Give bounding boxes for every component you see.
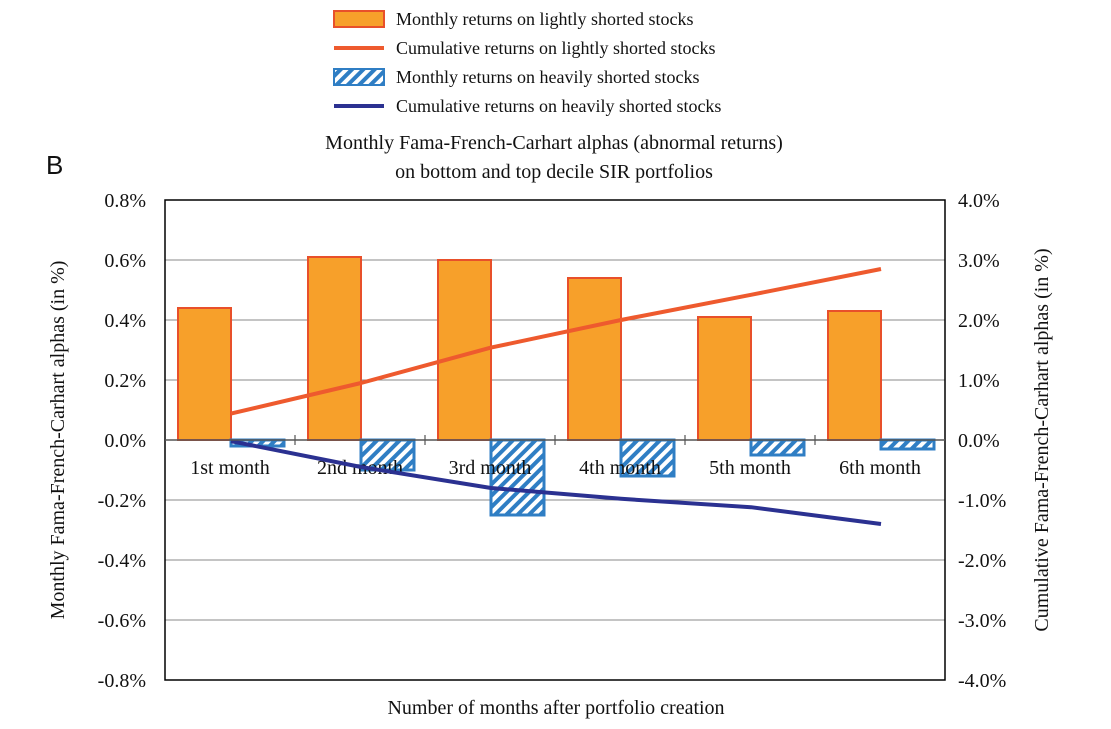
y-tick-label-left: -0.4%	[98, 550, 146, 572]
line-cumulative-lightly-shorted	[230, 267, 882, 416]
bar-heavily-shorted	[359, 438, 416, 472]
chart-title-line-2: on bottom and top decile SIR portfolios	[395, 161, 713, 183]
y-tick-label-left: 0.6%	[104, 250, 146, 272]
x-tick-label: 6th month	[839, 457, 921, 479]
legend-swatch-light-bar	[333, 10, 385, 28]
legend-label-light-bar: Monthly returns on lightly shorted stock…	[396, 9, 693, 29]
line-cumulative-heavily-shorted	[230, 439, 882, 526]
legend-label-heavy-line: Cumulative returns on heavily shorted st…	[396, 96, 721, 116]
chart-title-line-1: Monthly Fama-French-Carhart alphas (abno…	[325, 132, 783, 154]
y-tick-label-left: 0.0%	[104, 430, 146, 452]
bar-heavily-shorted	[749, 438, 806, 457]
y-tick-label-right: -2.0%	[958, 550, 1006, 572]
y-tick-label-left: 0.4%	[104, 310, 146, 332]
bar-lightly-shorted	[827, 310, 882, 441]
y-tick-label-left: -0.2%	[98, 490, 146, 512]
y-tick-label-right: 0.0%	[958, 430, 1000, 452]
y-tick-label-right: 1.0%	[958, 370, 1000, 392]
y-tick-label-right: 4.0%	[958, 190, 1000, 212]
x-tick-label: 1st month	[190, 457, 269, 479]
legend-swatch-heavy-bar	[333, 68, 385, 86]
y-tick-label-right: -1.0%	[958, 490, 1006, 512]
x-tick-label: 5th month	[709, 457, 791, 479]
bar-lightly-shorted	[567, 277, 622, 441]
x-tick-label: 4th month	[579, 457, 661, 479]
bar-lightly-shorted	[697, 316, 752, 441]
y-tick-label-right: 3.0%	[958, 250, 1000, 272]
bar-heavily-shorted	[619, 438, 676, 478]
y-tick-label-left: 0.8%	[104, 190, 146, 212]
y-tick-label-left: 0.2%	[104, 370, 146, 392]
x-axis-title: Number of months after portfolio creatio…	[387, 697, 724, 719]
panel-label: B	[46, 150, 63, 180]
y-tick-label-left: -0.8%	[98, 670, 146, 692]
y-tick-label-right: -3.0%	[958, 610, 1006, 632]
bar-heavily-shorted	[879, 438, 936, 451]
legend-label-heavy-bar: Monthly returns on heavily shorted stock…	[396, 67, 699, 87]
y-tick-label-right: -4.0%	[958, 670, 1006, 692]
y-axis-title-right: Cumulative Fama-French-Carhart alphas (i…	[1031, 248, 1053, 631]
bar-lightly-shorted	[307, 256, 362, 441]
y-tick-label-right: 2.0%	[958, 310, 1000, 332]
y-axis-title-left: Monthly Fama-French-Carhart alphas (in %…	[47, 261, 69, 620]
legend: Monthly returns on lightly shorted stock…	[333, 9, 721, 116]
legend-label-light-line: Cumulative returns on lightly shorted st…	[396, 38, 715, 58]
y-tick-label-left: -0.6%	[98, 610, 146, 632]
x-tick-label: 3rd month	[449, 457, 532, 479]
bar-lightly-shorted	[177, 307, 232, 441]
